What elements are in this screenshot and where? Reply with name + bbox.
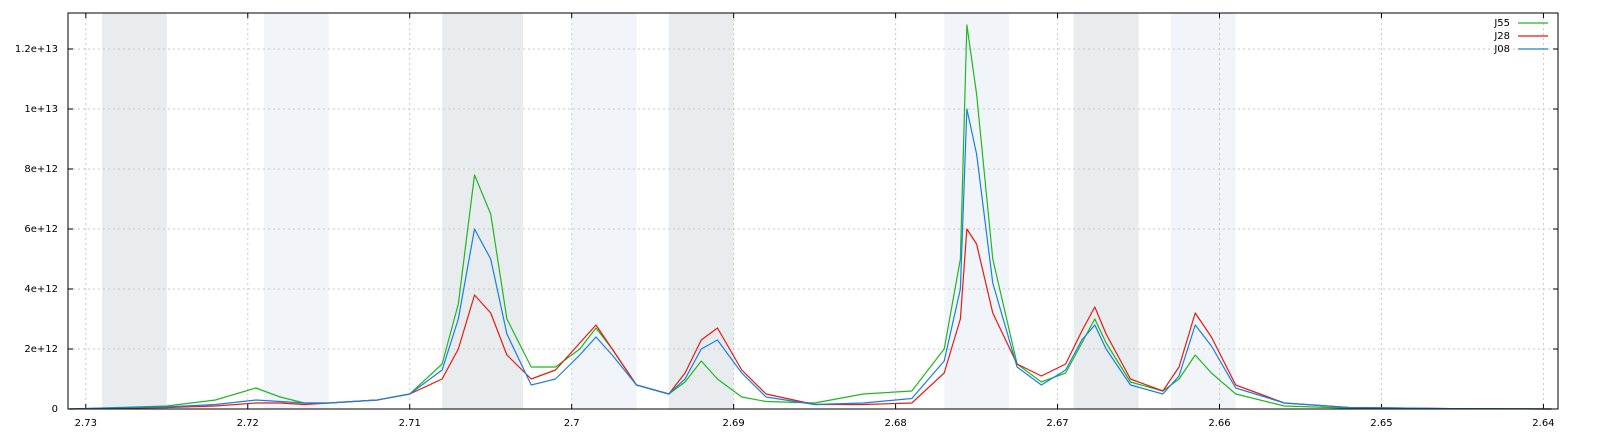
x-tick-label: 2.72 [237,418,259,429]
x-tick-label: 2.73 [75,418,97,429]
y-tick-label: 6e+12 [24,224,58,235]
band [442,13,524,409]
band [1170,13,1236,409]
band [668,13,734,409]
x-tick-label: 2.69 [723,418,745,429]
band [102,13,167,409]
legend-label: J55 [1493,18,1510,29]
x-tick-label: 2.71 [399,418,421,429]
y-tick-label: 1.2e+13 [15,44,58,55]
y-tick-label: 1e+13 [24,104,58,115]
x-tick-label: 2.68 [884,418,906,429]
plot-frame [67,12,1559,410]
legend-label: J08 [1493,44,1510,55]
x-tick-label: 2.64 [1532,418,1554,429]
x-tick-label: 2.66 [1208,418,1230,429]
band [944,13,1009,409]
x-tick-label: 2.65 [1370,418,1392,429]
band [263,13,329,409]
y-tick-label: 4e+12 [24,284,58,295]
band [571,13,637,409]
legend-label: J28 [1493,31,1510,42]
y-tick-label: 2e+12 [24,344,58,355]
y-tick-label: 8e+12 [24,164,58,175]
x-tick-label: 2.67 [1046,418,1068,429]
y-tick-label: 0 [52,404,58,415]
x-tick-label: 2.7 [564,418,580,429]
data-line [69,108,1552,410]
